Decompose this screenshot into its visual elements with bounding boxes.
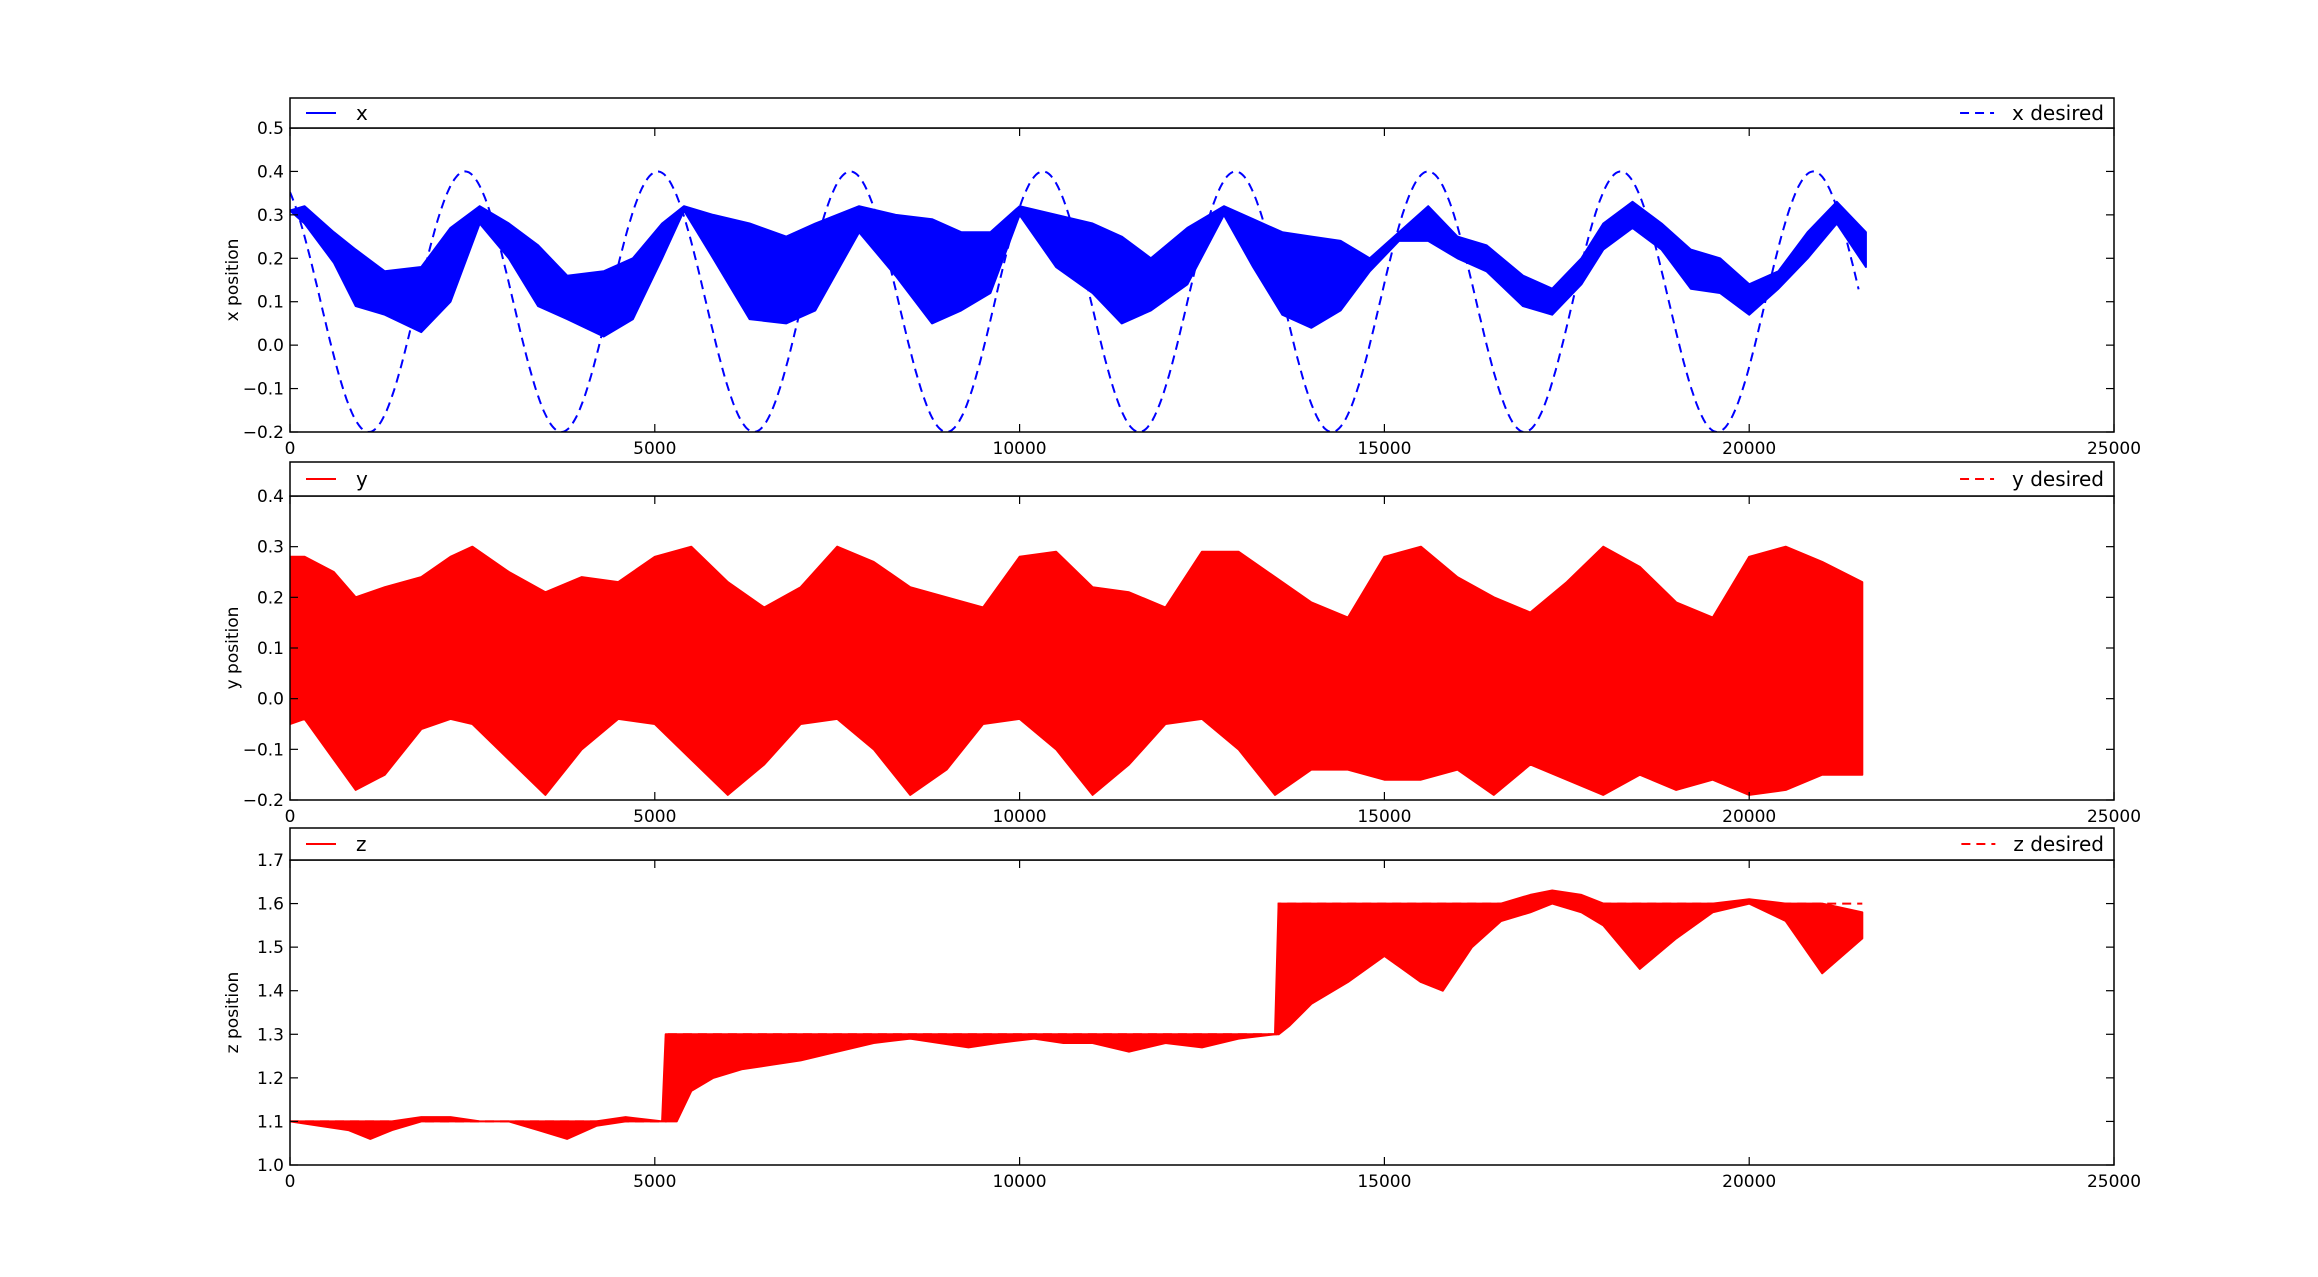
x-tick-label: 15000 bbox=[1357, 807, 1411, 827]
y-tick-label: 0.3 bbox=[257, 538, 284, 558]
x-position-plot: 0 5000 10000 15000 20000 25000 −0.2 −0.1 0.0 0.1 0… bbox=[223, 97, 2141, 459]
plot-area bbox=[290, 889, 1864, 1140]
x-tick-label: 10000 bbox=[993, 439, 1047, 459]
y-tick-label: −0.2 bbox=[243, 423, 284, 443]
legend-label-right: z desired bbox=[2013, 832, 2104, 856]
y-tick-label: 1.7 bbox=[257, 851, 284, 871]
legend-label-left: z bbox=[356, 832, 367, 856]
legend bbox=[289, 97, 2115, 129]
y-tick-label: 0.5 bbox=[257, 119, 284, 139]
x-tick-label: 20000 bbox=[1722, 439, 1776, 459]
x-tick-label: 5000 bbox=[633, 439, 676, 459]
plot-area bbox=[290, 170, 1867, 432]
y-tick-label: 1.6 bbox=[257, 895, 284, 915]
y-tick-label: 1.0 bbox=[257, 1156, 284, 1176]
x-tick-label: 25000 bbox=[2087, 439, 2141, 459]
series-x bbox=[290, 200, 1867, 338]
legend bbox=[289, 461, 2115, 497]
legend-label-left: y bbox=[356, 467, 368, 491]
x-tick-label: 25000 bbox=[2087, 1172, 2141, 1192]
series-z bbox=[290, 889, 1864, 1140]
y-tick-label: 0.4 bbox=[257, 162, 284, 182]
plot-area bbox=[290, 545, 1864, 796]
y-tick-label: 0.0 bbox=[257, 336, 284, 356]
x-tick-label: 25000 bbox=[2087, 807, 2141, 827]
axes-frame bbox=[289, 859, 2115, 1166]
y-tick-label: 0.3 bbox=[257, 206, 284, 226]
x-tick-label: 0 bbox=[285, 807, 296, 827]
y-tick-label: 0.0 bbox=[257, 690, 284, 710]
y-axis-label: z position bbox=[223, 972, 243, 1054]
y-axis-label: y position bbox=[223, 607, 243, 690]
series-y bbox=[290, 545, 1864, 796]
z-position-plot: 0 5000 10000 15000 20000 25000 1.0 1.1 1.2 1.3 1.4… bbox=[223, 827, 2141, 1192]
y-tick-label: −0.1 bbox=[243, 380, 284, 400]
series-x-desired bbox=[290, 170, 1860, 432]
y-tick-label: 1.5 bbox=[257, 938, 284, 958]
y-tick-label: 1.4 bbox=[257, 982, 284, 1002]
x-tick-label: 10000 bbox=[993, 1172, 1047, 1192]
x-tick-label: 0 bbox=[285, 1172, 296, 1192]
y-tick-label: 1.1 bbox=[257, 1112, 284, 1132]
x-tick-label: 10000 bbox=[993, 807, 1047, 827]
x-tick-label: 20000 bbox=[1722, 1172, 1776, 1192]
y-tick-label: 0.1 bbox=[257, 639, 284, 659]
x-tick-label: 20000 bbox=[1722, 807, 1776, 827]
x-tick-label: 5000 bbox=[633, 1172, 676, 1192]
y-tick-label: 0.2 bbox=[257, 249, 284, 269]
y-tick-label: −0.2 bbox=[243, 791, 284, 811]
y-axis-label: x position bbox=[223, 239, 243, 322]
series-z-desired bbox=[290, 902, 1863, 1123]
x-tick-label: 15000 bbox=[1357, 1172, 1411, 1192]
legend bbox=[289, 827, 2115, 861]
y-tick-label: 1.3 bbox=[257, 1025, 284, 1045]
legend-label-left: x bbox=[356, 101, 368, 125]
y-position-plot: 0 5000 10000 15000 20000 25000 −0.2 −0.1 0.0 0.1 0… bbox=[223, 461, 2141, 827]
y-tick-label: 0.2 bbox=[257, 588, 284, 608]
x-tick-label: 0 bbox=[285, 439, 296, 459]
x-tick-label: 15000 bbox=[1357, 439, 1411, 459]
y-tick-label: 0.4 bbox=[257, 487, 284, 507]
legend-label-right: x desired bbox=[2012, 101, 2104, 125]
x-tick-label: 5000 bbox=[633, 807, 676, 827]
legend-label-right: y desired bbox=[2012, 467, 2104, 491]
y-tick-label: 0.1 bbox=[257, 293, 284, 313]
y-tick-label: 1.2 bbox=[257, 1069, 284, 1089]
y-tick-label: −0.1 bbox=[243, 740, 284, 760]
